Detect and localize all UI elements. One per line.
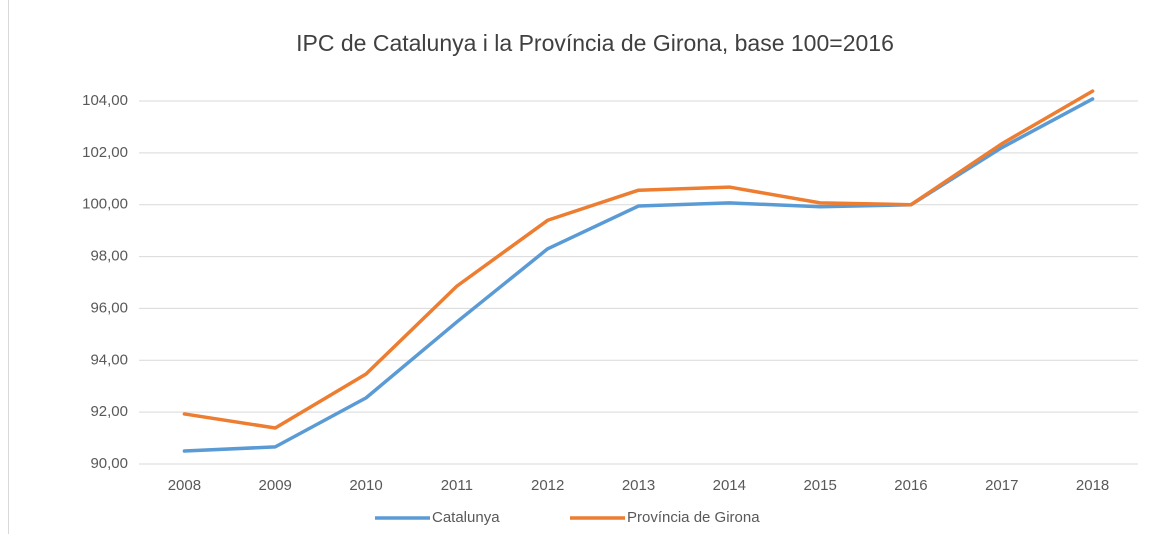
y-tick-label: 104,00 [82,92,128,109]
legend-label: Província de Girona [627,509,760,526]
chart-title: IPC de Catalunya i la Província de Giron… [296,30,894,56]
y-tick-label: 90,00 [90,455,128,472]
line-series [182,97,1095,453]
x-tick-label: 2017 [985,477,1018,494]
y-tick-label: 96,00 [90,299,128,316]
legend-label: Catalunya [432,509,500,526]
y-tick-label: 92,00 [90,403,128,420]
x-tick-label: 2010 [349,477,382,494]
y-tick-label: 102,00 [82,144,128,161]
x-tick-label: 2015 [803,477,836,494]
line-series [182,89,1095,430]
y-tick-label: 100,00 [82,196,128,213]
x-tick-label: 2009 [259,477,292,494]
x-tick-label: 2013 [622,477,655,494]
y-tick-label: 98,00 [90,248,128,265]
x-tick-label: 2014 [713,477,746,494]
x-tick-label: 2018 [1076,477,1109,494]
x-tick-label: 2016 [894,477,927,494]
x-tick-label: 2008 [168,477,201,494]
y-tick-label: 94,00 [90,351,128,368]
x-tick-label: 2011 [441,477,473,494]
x-tick-label: 2012 [531,477,564,494]
